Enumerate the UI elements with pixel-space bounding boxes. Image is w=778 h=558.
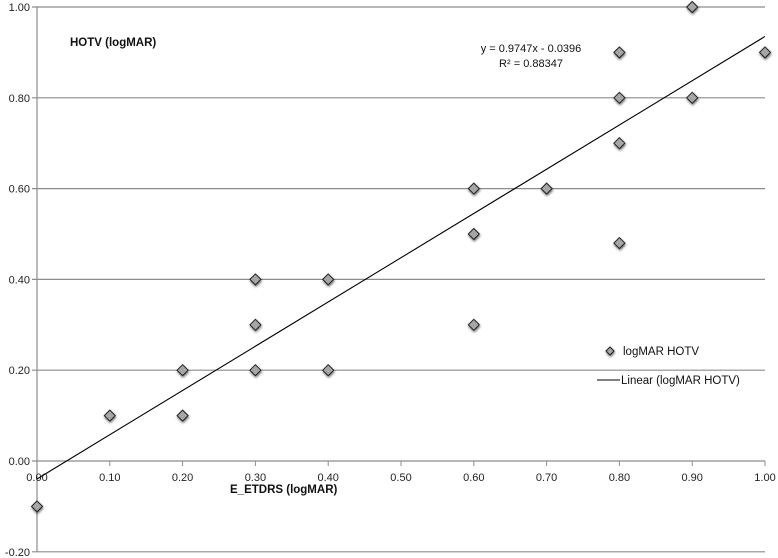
y-tick-label: 0.20 bbox=[9, 365, 30, 377]
horizontal-gridlines bbox=[32, 6, 765, 553]
diamond-marker-icon bbox=[467, 318, 481, 332]
x-tick-label: 0.40 bbox=[317, 472, 338, 484]
linear-trendline bbox=[36, 35, 766, 480]
x-tick-label: 0.60 bbox=[463, 472, 484, 484]
x-tick-label: 0.50 bbox=[390, 472, 411, 484]
diamond-marker-icon bbox=[540, 182, 553, 195]
y-tick-label: 1.00 bbox=[9, 2, 30, 14]
r-squared-label: R² = 0.88347 bbox=[499, 58, 563, 70]
y-axis-title: HOTV (logMAR) bbox=[70, 37, 156, 49]
diamond-marker-icon bbox=[613, 91, 626, 105]
y-tick-label: 0.80 bbox=[9, 93, 30, 105]
diamond-marker-icon bbox=[321, 273, 335, 286]
y-tick-label: 0.00 bbox=[9, 456, 30, 468]
x-tick-label: 0.70 bbox=[536, 472, 557, 484]
trendline bbox=[36, 35, 766, 480]
diamond-marker-icon bbox=[613, 236, 626, 250]
data-points bbox=[30, 0, 772, 513]
legend-label-trendline: Linear (logMAR HOTV) bbox=[621, 375, 740, 387]
legend-diamond-icon bbox=[605, 346, 615, 356]
diamond-marker-icon bbox=[30, 500, 44, 513]
trendline-equation: y = 0.9747x - 0.0396 bbox=[481, 43, 582, 55]
x-axis-title: E_ETDRS (logMAR) bbox=[230, 484, 338, 496]
diamond-marker-icon bbox=[176, 363, 189, 377]
diamond-marker-icon bbox=[249, 273, 262, 286]
diamond-marker-icon bbox=[613, 136, 626, 150]
diamond-marker-icon bbox=[685, 91, 699, 105]
diamond-marker-icon bbox=[249, 318, 262, 332]
x-tick-label: 0.20 bbox=[172, 472, 193, 484]
x-tick-label: 1.00 bbox=[754, 472, 775, 484]
x-axis-tick-labels: 0.00 0.10 0.20 0.30 0.40 0.50 0.60 0.70 0.80 0.90… bbox=[26, 472, 775, 484]
diamond-marker-icon bbox=[249, 363, 262, 377]
x-tick-label: 0.30 bbox=[245, 472, 266, 484]
x-tick-label: 0.80 bbox=[609, 472, 630, 484]
diamond-marker-icon bbox=[613, 46, 626, 59]
diamond-marker-icon bbox=[176, 409, 189, 422]
diamond-marker-icon bbox=[467, 182, 481, 195]
legend-label-markers: logMAR HOTV bbox=[623, 346, 699, 358]
diamond-marker-icon bbox=[103, 409, 117, 422]
diamond-marker-icon bbox=[685, 0, 699, 14]
x-tick-label: 0.00 bbox=[26, 472, 47, 484]
y-axis-tick-labels: -0.20 0.00 0.20 0.40 0.60 0.80 1.00 bbox=[5, 2, 30, 558]
diamond-marker-icon bbox=[321, 363, 335, 377]
legend: logMAR HOTV Linear (logMAR HOTV) bbox=[597, 346, 740, 387]
diamond-marker-icon bbox=[467, 227, 481, 241]
x-tick-label: 0.90 bbox=[681, 472, 702, 484]
y-tick-label: 0.60 bbox=[9, 184, 30, 196]
axes bbox=[36, 7, 766, 552]
y-tick-label: -0.20 bbox=[5, 547, 30, 558]
x-tick-label: 0.10 bbox=[99, 472, 120, 484]
diamond-marker-icon bbox=[758, 46, 772, 59]
y-tick-label: 0.40 bbox=[9, 274, 30, 286]
